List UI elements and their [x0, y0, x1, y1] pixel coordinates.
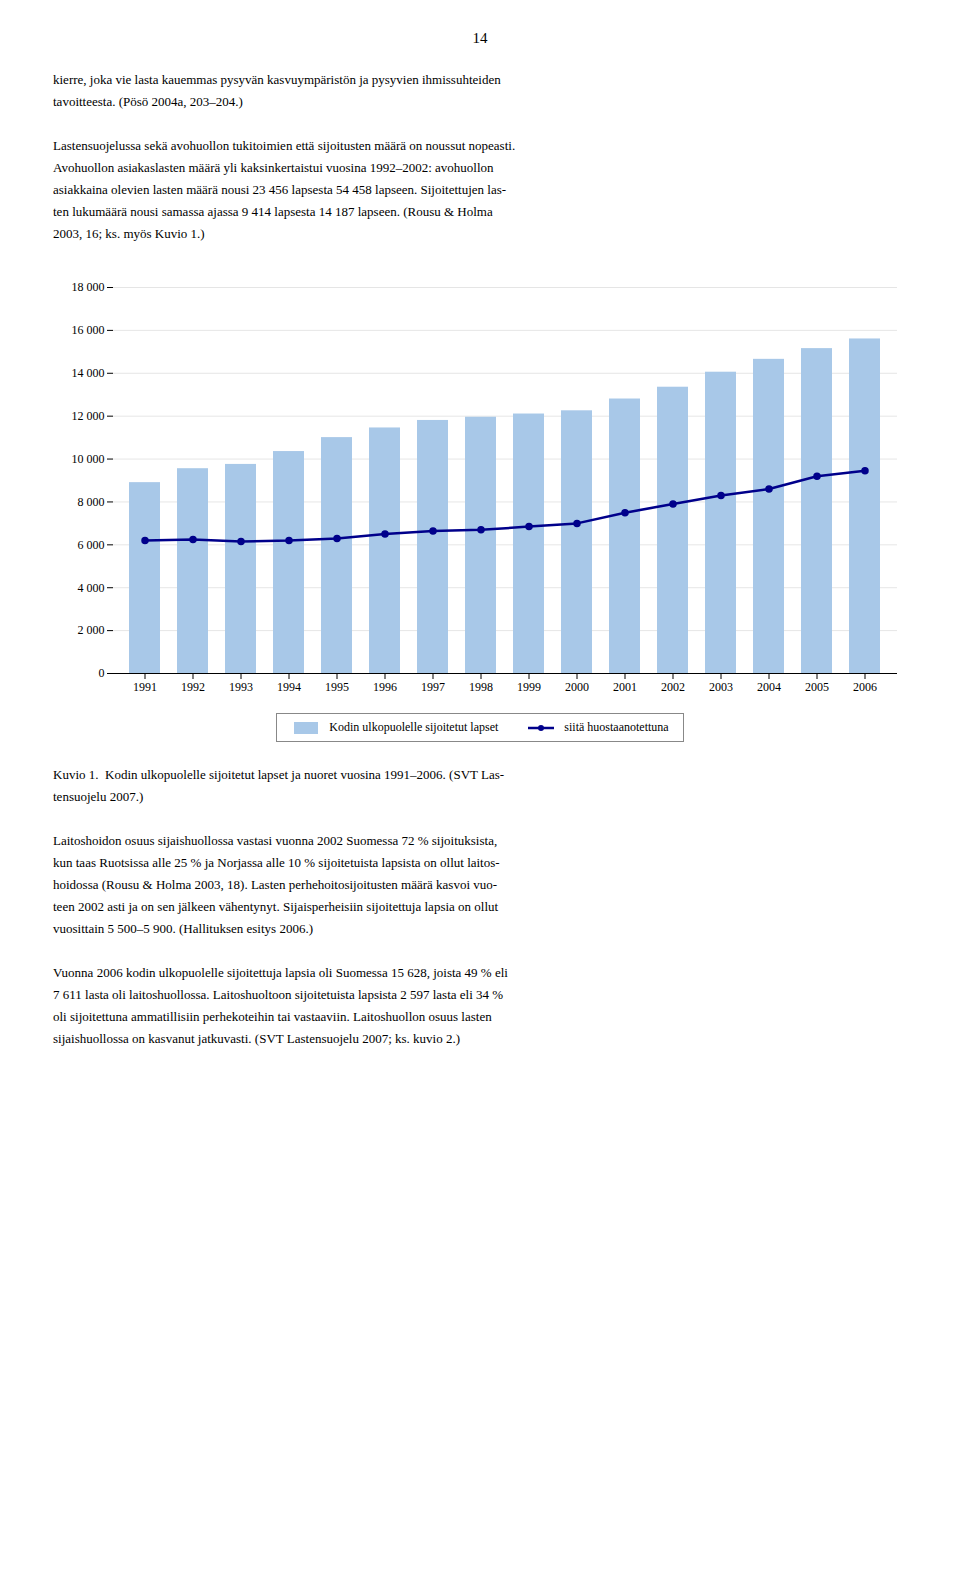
svg-text:1995: 1995 [325, 680, 349, 694]
html-text:oli sijoitettuna ammatillisiin: oli sijoitettuna ammatillisiin perhekote… [53, 1009, 492, 1024]
svg-text:1994: 1994 [277, 680, 301, 694]
svg-text:2000: 2000 [565, 680, 589, 694]
svg-text:1997: 1997 [421, 680, 445, 694]
html-text:Laitoshoidon osuus sijaishuoll: Laitoshoidon osuus sijaishuollossa vasta… [53, 833, 498, 848]
html-text:ten lukumäärä nousi samassa aj: ten lukumäärä nousi samassa ajassa 9 414… [53, 204, 493, 219]
svg-text:1992: 1992 [181, 680, 205, 694]
svg-text:8 000: 8 000 [78, 495, 105, 509]
svg-text:2001: 2001 [613, 680, 637, 694]
svg-text:14 000: 14 000 [72, 366, 105, 380]
html-text:7 611 lasta oli laitoshuolloss: 7 611 lasta oli laitoshuollossa. Laitosh… [53, 987, 504, 1002]
html-text:Vuonna 2006 kodin ulkopuolelle: Vuonna 2006 kodin ulkopuolelle sijoitett… [53, 965, 508, 980]
svg-text:0: 0 [99, 666, 105, 680]
html-text:teen 2002 asti ja on sen jälke: teen 2002 asti ja on sen jälkeen vähenty… [53, 899, 499, 914]
html-text:vuosittain 5 500–5 900. (Halli: vuosittain 5 500–5 900. (Hallituksen esi… [53, 921, 313, 936]
svg-text:2002: 2002 [661, 680, 685, 694]
html-text:asiakkaina olevien lasten määr: asiakkaina olevien lasten määrä nousi 23… [53, 182, 507, 197]
html-text:tavoitteesta. (Pösö 2004a, 203: tavoitteesta. (Pösö 2004a, 203–204.) [53, 94, 243, 109]
svg-text:6 000: 6 000 [78, 538, 105, 552]
svg-text:2005: 2005 [805, 680, 829, 694]
svg-text:10 000: 10 000 [72, 452, 105, 466]
html-text:14: 14 [472, 30, 488, 46]
svg-text:2003: 2003 [709, 680, 733, 694]
html-text:sijaishuollossa on kasvanut ja: sijaishuollossa on kasvanut jatkuvasti. … [53, 1031, 461, 1046]
svg-text:1998: 1998 [469, 680, 493, 694]
html-text:2003, 16; ks. myös Kuvio 1.): 2003, 16; ks. myös Kuvio 1.) [53, 226, 205, 241]
svg-text:1991: 1991 [133, 680, 157, 694]
svg-text:16 000: 16 000 [72, 323, 105, 337]
html-text:Lastensuojelussa sekä avohuoll: Lastensuojelussa sekä avohuollon tukitoi… [53, 138, 516, 153]
svg-text:1999: 1999 [517, 680, 541, 694]
svg-text:2004: 2004 [757, 680, 781, 694]
html-text:kun taas Ruotsissa alle 25 % j: kun taas Ruotsissa alle 25 % ja Norjassa… [53, 855, 500, 870]
svg-text:2006: 2006 [853, 680, 877, 694]
html-text:hoidossa (Rousu & Holma 2003,: hoidossa (Rousu & Holma 2003, 18). Laste… [53, 877, 498, 892]
svg-text:2 000: 2 000 [78, 623, 105, 637]
svg-text:4 000: 4 000 [78, 581, 105, 595]
html-text:Kodin ulkopuolelle sijoitetut: Kodin ulkopuolelle sijoitetut lapset [329, 720, 499, 734]
html-text:Avohuollon asiakaslasten määrä: Avohuollon asiakaslasten määrä yli kaksi… [53, 160, 494, 175]
html-text:siitä huostaanotettuna: siitä huostaanotettuna [564, 720, 669, 734]
svg-text:1993: 1993 [229, 680, 253, 694]
svg-text:18 000: 18 000 [72, 280, 105, 294]
html-text:tensuojelu 2007.): tensuojelu 2007.) [53, 789, 144, 804]
svg-text:1996: 1996 [373, 680, 397, 694]
html-text:kierre, joka vie lasta kauemma: kierre, joka vie lasta kauemmas pysyvän … [53, 72, 501, 87]
html-text:Kuvio 1. Kodin ulkopuolelle si: Kuvio 1. Kodin ulkopuolelle sijoitetut l… [53, 767, 505, 782]
svg-text:12 000: 12 000 [72, 409, 105, 423]
